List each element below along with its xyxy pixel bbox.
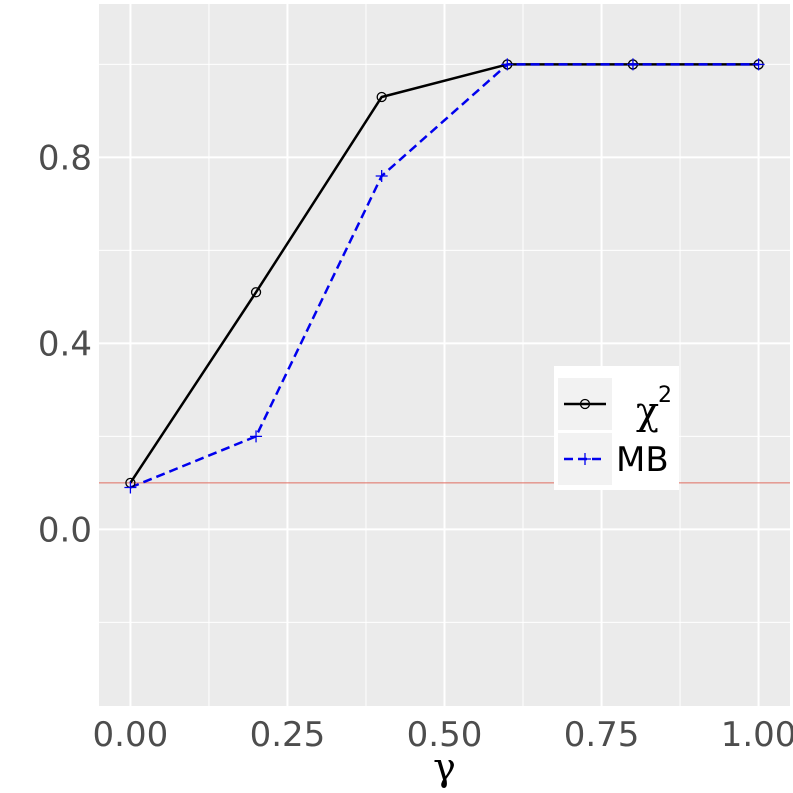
series-2-point bbox=[124, 481, 137, 494]
legend-label: χ bbox=[636, 389, 659, 433]
legend-key-marker bbox=[579, 398, 591, 410]
legend-key-marker bbox=[579, 453, 591, 465]
series-2-point bbox=[375, 170, 388, 183]
series-1-point bbox=[250, 287, 262, 298]
series-2-point bbox=[752, 58, 765, 71]
legend-label: MB bbox=[616, 440, 669, 480]
x-tick-label: 1.00 bbox=[721, 715, 793, 755]
y-tick-label: 0.0 bbox=[38, 510, 92, 550]
series-2-point bbox=[250, 430, 263, 443]
series-2-point bbox=[501, 58, 514, 71]
legend: χ2 MB bbox=[554, 366, 679, 490]
series-1-point bbox=[376, 91, 387, 103]
y-tick-label: 0.4 bbox=[38, 324, 92, 364]
series-line-1 bbox=[129, 63, 759, 484]
x-tick-label: 0.00 bbox=[93, 715, 169, 755]
grid-major bbox=[99, 4, 790, 706]
legend-label-superscript: 2 bbox=[658, 383, 672, 408]
x-tick-label: 0.75 bbox=[564, 715, 640, 755]
series-line-2 bbox=[129, 63, 759, 489]
series-2-point bbox=[626, 58, 639, 71]
y-tick-labels: 0.0 0.4 0.8 bbox=[38, 138, 92, 550]
series-group bbox=[124, 58, 765, 494]
x-tick-labels: 0.00 0.25 0.50 0.75 1.00 bbox=[93, 715, 793, 755]
y-tick-label: 0.8 bbox=[38, 138, 92, 178]
x-tick-label: 0.25 bbox=[250, 715, 326, 755]
x-axis-title: γ bbox=[433, 745, 456, 789]
x-tick-label: 0.50 bbox=[407, 715, 483, 755]
